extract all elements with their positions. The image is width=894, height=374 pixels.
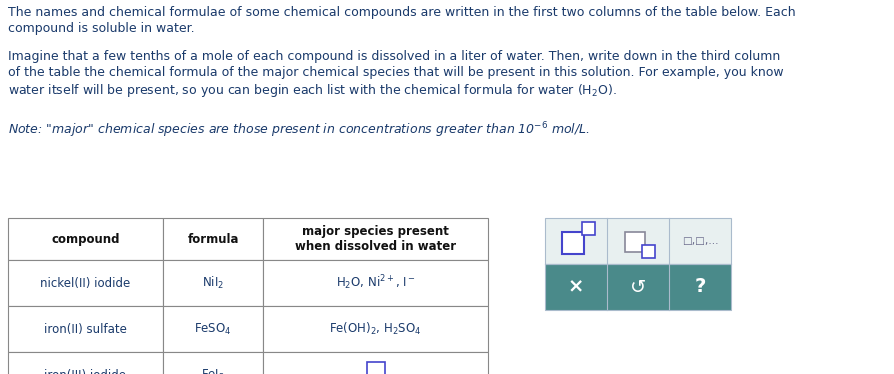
Text: NiI$_2$: NiI$_2$ xyxy=(202,275,224,291)
Bar xyxy=(263,306,488,352)
Bar xyxy=(562,232,584,254)
Bar xyxy=(263,218,488,260)
Bar xyxy=(263,352,488,374)
Text: compound is soluble in water.: compound is soluble in water. xyxy=(8,22,195,35)
Bar xyxy=(163,352,263,374)
Text: □,□,…: □,□,… xyxy=(682,236,718,246)
Text: ×: × xyxy=(568,278,584,297)
Text: ?: ? xyxy=(695,278,705,297)
Bar xyxy=(642,245,655,258)
Text: H$_2$O, Ni$^{2+}$, I$^-$: H$_2$O, Ni$^{2+}$, I$^-$ xyxy=(335,274,416,292)
Bar xyxy=(263,260,488,306)
Text: FeI$_3$: FeI$_3$ xyxy=(201,367,225,374)
Bar xyxy=(163,306,263,352)
Text: $\it{Note}$: "major" chemical species are those present in concentrations greate: $\it{Note}$: "major" chemical species ar… xyxy=(8,120,590,140)
Text: ↺: ↺ xyxy=(629,278,646,297)
Bar xyxy=(367,362,384,374)
Bar xyxy=(8,352,163,374)
Text: Fe(OH)$_2$, H$_2$SO$_4$: Fe(OH)$_2$, H$_2$SO$_4$ xyxy=(329,321,422,337)
Bar xyxy=(625,232,645,252)
Text: iron(III) iodide: iron(III) iodide xyxy=(45,368,126,374)
Bar xyxy=(163,218,263,260)
Text: formula: formula xyxy=(187,233,239,245)
Bar xyxy=(163,260,263,306)
Bar xyxy=(545,218,731,264)
Text: major species present
when dissolved in water: major species present when dissolved in … xyxy=(295,225,456,253)
Text: FeSO$_4$: FeSO$_4$ xyxy=(194,321,232,337)
Text: The names and chemical formulae of some chemical compounds are written in the fi: The names and chemical formulae of some … xyxy=(8,6,796,19)
Bar xyxy=(582,222,595,235)
Bar xyxy=(8,218,163,260)
Text: of the table the chemical formula of the major chemical species that will be pre: of the table the chemical formula of the… xyxy=(8,66,784,79)
Text: water itself will be present, so you can begin each list with the chemical formu: water itself will be present, so you can… xyxy=(8,82,617,99)
Text: Imagine that a few tenths of a mole of each compound is dissolved in a liter of : Imagine that a few tenths of a mole of e… xyxy=(8,50,780,63)
Bar xyxy=(8,306,163,352)
Text: compound: compound xyxy=(51,233,120,245)
Text: iron(II) sulfate: iron(II) sulfate xyxy=(44,322,127,335)
Bar xyxy=(545,264,731,310)
Text: nickel(II) iodide: nickel(II) iodide xyxy=(40,276,131,289)
Bar xyxy=(8,260,163,306)
